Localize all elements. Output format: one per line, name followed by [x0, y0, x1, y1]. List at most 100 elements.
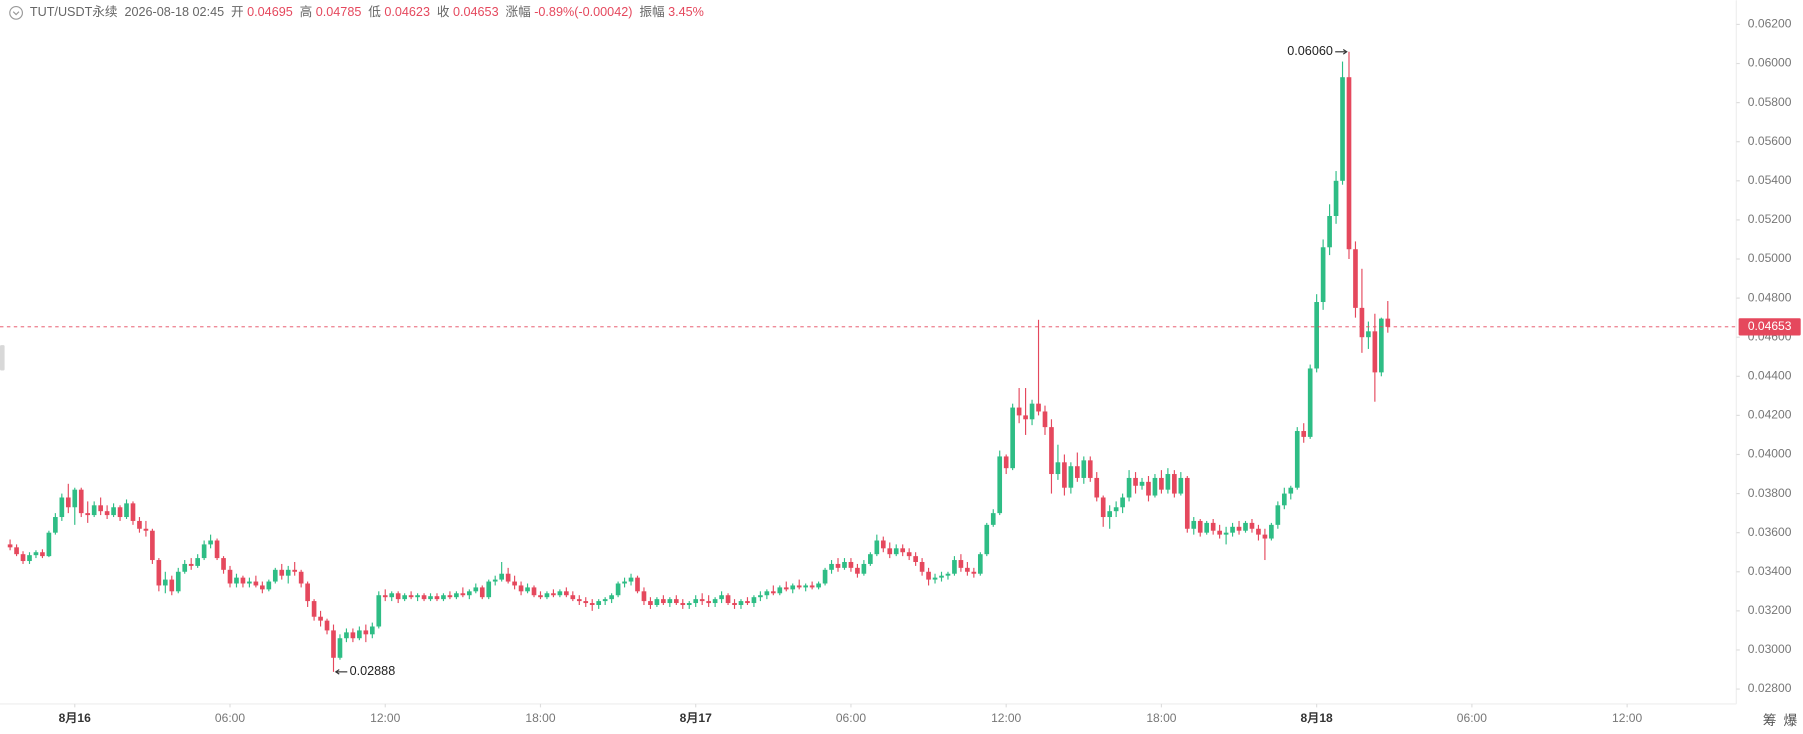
candle-body — [117, 507, 123, 518]
candle-body — [20, 554, 26, 562]
candle-body — [1327, 215, 1332, 248]
candle-body — [997, 456, 1003, 514]
candle-body — [324, 620, 330, 631]
candle-body — [292, 569, 298, 572]
candle-body — [880, 540, 886, 549]
candle-body — [673, 599, 679, 604]
candle-body — [990, 513, 996, 525]
candle-body — [428, 596, 433, 600]
candle-body — [1075, 466, 1080, 478]
candle-body — [1068, 466, 1074, 488]
candle-body — [544, 593, 550, 598]
toolbar-button[interactable]: 爆 — [1783, 713, 1797, 728]
candle-body — [14, 547, 19, 555]
x-tick-label: 8月18 — [1301, 711, 1333, 725]
candle-body — [1165, 474, 1171, 490]
candle-body — [201, 544, 207, 559]
candle-body — [1314, 302, 1319, 369]
candle-body — [751, 597, 757, 604]
candle-body — [790, 585, 796, 590]
x-tick-label: 18:00 — [1146, 711, 1176, 725]
candle-body — [1152, 477, 1158, 496]
candle-body — [169, 579, 175, 592]
candle-body — [777, 587, 783, 594]
field-name: 高 — [300, 4, 313, 19]
candle-body — [1016, 407, 1022, 416]
candle-body — [609, 595, 614, 600]
candle-body — [1288, 487, 1294, 494]
field-value: 0.04695 — [247, 5, 293, 19]
candle-body — [415, 595, 420, 598]
y-tick-label: 0.05600 — [1748, 134, 1792, 148]
y-tick-label: 0.04800 — [1748, 290, 1792, 304]
candle-body — [758, 595, 763, 598]
candle-body — [357, 630, 362, 639]
side-handle[interactable] — [0, 345, 5, 371]
collapse-icon[interactable] — [9, 5, 23, 20]
candle-body — [615, 583, 621, 596]
candle-body — [369, 626, 375, 635]
candle-body — [1243, 522, 1248, 531]
candle-body — [1204, 522, 1210, 533]
candle-body — [363, 630, 369, 635]
candle-body — [1191, 520, 1197, 529]
candle-body — [551, 593, 556, 596]
candle-body — [1126, 477, 1132, 498]
candle-body — [59, 497, 65, 518]
toolbar-button[interactable]: 筹 — [1763, 712, 1777, 728]
y-tick-label: 0.03000 — [1748, 642, 1792, 656]
candle-body — [195, 558, 200, 566]
candle-body — [1023, 415, 1028, 420]
candle-body — [137, 520, 142, 529]
candle-body — [661, 599, 666, 604]
candle-body — [1275, 505, 1281, 525]
candle-body — [40, 552, 45, 557]
candle-body — [111, 507, 116, 516]
field-name: 振幅 — [639, 5, 664, 19]
candle-body — [182, 563, 188, 572]
candle-body — [1055, 462, 1061, 475]
min-label: 0.02888 — [350, 664, 396, 678]
candle-body — [98, 505, 103, 512]
candle-body — [1340, 77, 1345, 181]
candle-body — [1113, 507, 1119, 512]
max-label: 0.06060 — [1287, 44, 1333, 58]
candle-body — [7, 544, 13, 548]
y-tick-label: 0.06000 — [1748, 56, 1792, 70]
candle-body — [1359, 307, 1365, 338]
candle-body — [1036, 403, 1041, 412]
candle-body — [208, 540, 213, 545]
candle-body — [1385, 318, 1391, 327]
candle-body — [570, 595, 576, 600]
candle-body — [492, 579, 498, 582]
candle-body — [1029, 403, 1035, 420]
candle-body — [104, 511, 110, 516]
candle-body — [583, 601, 589, 604]
candle-body — [686, 603, 692, 606]
field-name: 收 — [437, 5, 450, 19]
candle-body — [285, 569, 291, 576]
y-tick-label: 0.04200 — [1748, 408, 1792, 422]
candle-body — [602, 599, 608, 602]
candle-body — [712, 599, 718, 604]
candle-body — [1184, 477, 1190, 529]
y-tick-label: 0.05400 — [1748, 173, 1792, 187]
candle-body — [53, 517, 58, 533]
x-tick-label: 12:00 — [1612, 711, 1642, 725]
candle-body — [835, 563, 841, 568]
y-tick-label: 0.03600 — [1748, 525, 1792, 539]
candle-body — [253, 581, 259, 586]
candle-body — [1236, 526, 1242, 531]
y-tick-label: 0.05000 — [1748, 251, 1792, 265]
y-tick-label: 0.02800 — [1748, 681, 1792, 695]
candle-body — [1353, 249, 1358, 308]
last-price-box — [1738, 318, 1801, 336]
field-value: 0.04623 — [384, 5, 430, 19]
candle-body — [803, 585, 808, 588]
candle-body — [893, 548, 899, 555]
collapse-chevron — [12, 11, 20, 16]
plot-area: 0.02800 0.03000 0.03200 0.03400 0.03600 0.038… — [0, 17, 1801, 728]
candle-body — [1133, 477, 1138, 486]
candle-body — [771, 591, 776, 594]
